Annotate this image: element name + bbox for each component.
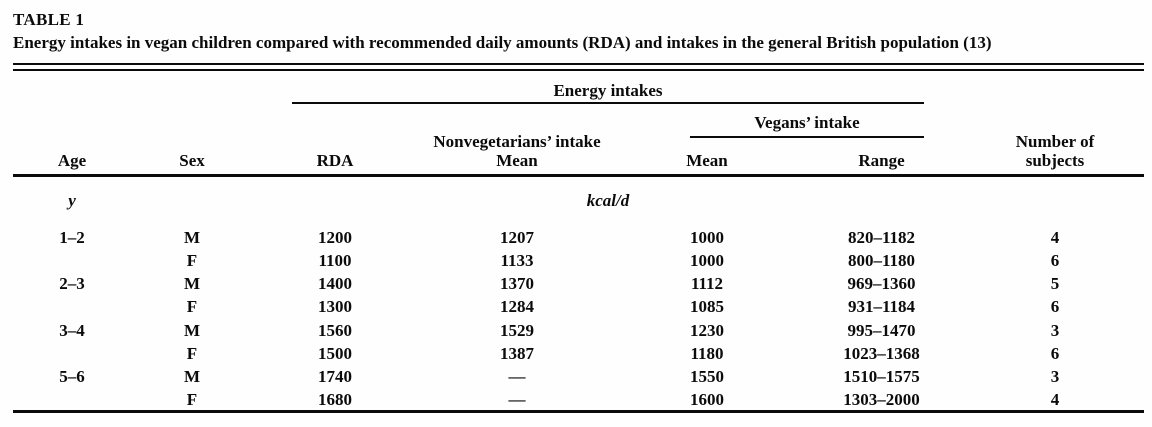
cell-age xyxy=(13,298,131,316)
cell-rda: 1500 xyxy=(318,344,352,363)
header-bottom-rule xyxy=(13,174,1144,177)
cell-nonveg-mean: — xyxy=(508,390,526,409)
number-of-label: Number of xyxy=(1015,132,1095,151)
cell-age: 5–6 xyxy=(59,367,85,386)
cell-nonveg-mean: 1133 xyxy=(500,251,534,270)
cell-vegan-mean: 1112 xyxy=(690,274,724,293)
cell-rda: 1740 xyxy=(318,367,352,386)
cell-vegan-mean: 1550 xyxy=(690,367,724,386)
cell-n-subjects: 3 xyxy=(1050,321,1060,340)
table-row: 2–3 M 1400 1370 1112 969–1360 5 xyxy=(13,275,1144,293)
table-bottom-rule xyxy=(13,410,1144,413)
cell-rda: 1680 xyxy=(318,390,352,409)
cell-vegan-mean: 1230 xyxy=(690,321,724,340)
cell-age xyxy=(13,252,131,270)
cell-n-subjects: 4 xyxy=(1050,228,1060,247)
cell-vegan-range: 995–1470 xyxy=(847,321,916,340)
cell-rda: 1100 xyxy=(318,251,352,270)
table-row: 3–4 M 1560 1529 1230 995–1470 3 xyxy=(13,322,1144,340)
table-row: F 1500 1387 1180 1023–1368 6 xyxy=(13,345,1144,363)
cell-n-subjects: 6 xyxy=(1050,344,1060,363)
cell-nonveg-mean: 1370 xyxy=(500,274,534,293)
cell-age: 1–2 xyxy=(59,228,85,247)
table-caption: Energy intakes in vegan children compare… xyxy=(13,33,992,52)
table-row: 5–6 M 1740 — 1550 1510–1575 3 xyxy=(13,368,1144,386)
cell-rda: 1400 xyxy=(318,274,352,293)
table-row: F 1680 — 1600 1303–2000 4 xyxy=(13,391,1144,409)
col-header-vegan-mean: Mean xyxy=(686,151,728,170)
cell-vegan-mean: 1085 xyxy=(690,297,724,316)
cell-vegan-mean: 1600 xyxy=(690,390,724,409)
cell-n-subjects: 5 xyxy=(1050,274,1060,293)
cell-sex: M xyxy=(183,321,201,340)
spanner-vegans-rule xyxy=(690,136,924,138)
cell-nonveg-mean: 1529 xyxy=(500,321,534,340)
cell-sex: M xyxy=(183,274,201,293)
column-header-row: Age Sex RDA Nonvegetarians’ intake Mean … xyxy=(13,128,1144,170)
cell-n-subjects: 6 xyxy=(1050,251,1060,270)
table-row: F 1300 1284 1085 931–1184 6 xyxy=(13,298,1144,316)
cell-vegan-range: 1303–2000 xyxy=(843,390,920,409)
cell-vegan-mean: 1000 xyxy=(690,251,724,270)
cell-vegan-range: 1023–1368 xyxy=(843,344,920,363)
col-header-vegan-range: Range xyxy=(858,151,905,170)
col-header-rda: RDA xyxy=(316,151,354,170)
cell-nonveg-mean: 1207 xyxy=(500,228,534,247)
spanner-energy-intakes: Energy intakes xyxy=(553,81,663,100)
cell-n-subjects: 4 xyxy=(1050,390,1060,409)
cell-age: 3–4 xyxy=(59,321,85,340)
cell-sex: F xyxy=(186,344,198,363)
cell-sex: F xyxy=(186,251,198,270)
cell-sex: F xyxy=(186,390,198,409)
spanner-energy-rule xyxy=(292,102,924,104)
cell-vegan-range: 931–1184 xyxy=(847,297,916,316)
age-unit-label: y xyxy=(68,191,76,210)
cell-sex: M xyxy=(183,228,201,247)
cell-vegan-mean: 1000 xyxy=(690,228,724,247)
cell-rda: 1560 xyxy=(318,321,352,340)
nonvegetarians-intake-label: Nonvegetarians’ intake xyxy=(433,132,601,151)
col-header-sex: Sex xyxy=(179,151,205,170)
cell-vegan-range: 1510–1575 xyxy=(843,367,920,386)
cell-vegan-mean: 1180 xyxy=(690,344,724,363)
cell-age xyxy=(13,391,131,409)
cell-vegan-range: 800–1180 xyxy=(847,251,916,270)
cell-sex: M xyxy=(183,367,201,386)
cell-nonveg-mean: 1284 xyxy=(500,297,534,316)
cell-age: 2–3 xyxy=(59,274,85,293)
cell-nonveg-mean: 1387 xyxy=(500,344,534,363)
cell-rda: 1300 xyxy=(318,297,352,316)
cell-rda: 1200 xyxy=(318,228,352,247)
table-row: 1–2 M 1200 1207 1000 820–1182 4 xyxy=(13,229,1144,247)
table-row: F 1100 1133 1000 800–1180 6 xyxy=(13,252,1144,270)
col-header-nonvegetarians-intake: Nonvegetarians’ intake Mean xyxy=(417,132,617,170)
subjects-label: subjects xyxy=(1025,151,1085,170)
cell-nonveg-mean: — xyxy=(508,367,526,386)
spanner-vegans-intake: Vegans’ intake xyxy=(754,113,860,132)
top-double-rule xyxy=(13,63,1144,71)
cell-n-subjects: 6 xyxy=(1050,297,1060,316)
cell-n-subjects: 3 xyxy=(1050,367,1060,386)
col-header-age: Age xyxy=(57,151,87,170)
col-header-number-of-subjects: Number of subjects xyxy=(966,132,1144,170)
cell-sex: F xyxy=(186,297,198,316)
table-label: TABLE 1 xyxy=(13,10,85,29)
cell-vegan-range: 820–1182 xyxy=(847,228,916,247)
cell-vegan-range: 969–1360 xyxy=(847,274,916,293)
cell-age xyxy=(13,345,131,363)
energy-unit-label: kcal/d xyxy=(586,191,630,210)
nonvegetarians-mean-label: Mean xyxy=(496,151,538,170)
